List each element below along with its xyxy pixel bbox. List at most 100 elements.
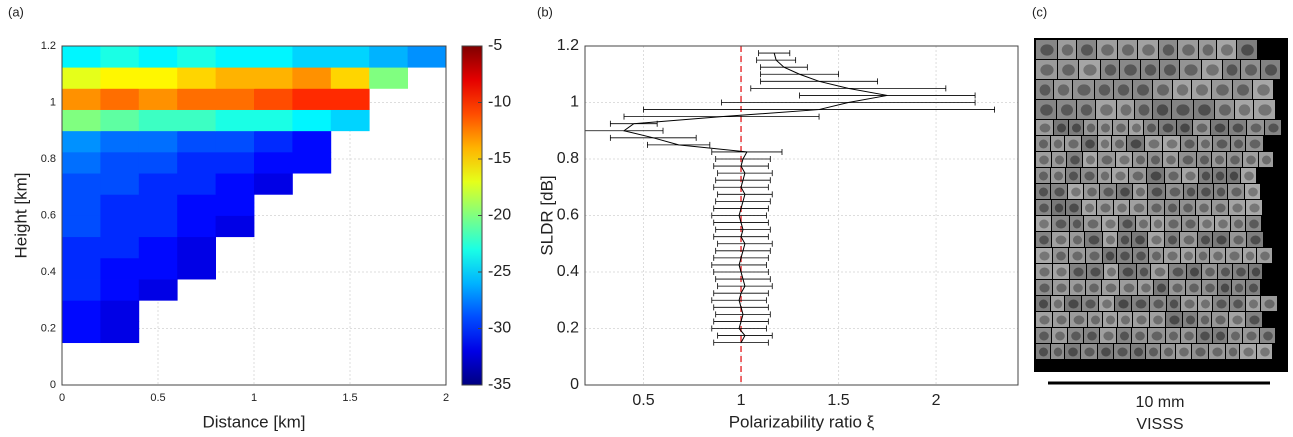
- particle: [1237, 84, 1249, 96]
- particle: [1234, 283, 1244, 293]
- particle: [1232, 315, 1243, 325]
- particle: [1268, 123, 1279, 133]
- particle: [1164, 64, 1176, 76]
- particle: [1221, 44, 1233, 56]
- particle: [1202, 44, 1214, 56]
- heatmap-cell: [62, 46, 101, 68]
- heatmap-cell: [138, 279, 178, 301]
- particle: [1215, 315, 1226, 325]
- particle: [1077, 84, 1091, 96]
- particle: [1162, 123, 1174, 133]
- particle: [1039, 331, 1049, 341]
- particle: [1201, 171, 1211, 181]
- heatmap-cell: [177, 173, 216, 195]
- heatmap-cell: [138, 215, 178, 238]
- particle: [1104, 64, 1117, 76]
- particle: [1169, 315, 1180, 325]
- particle: [1249, 315, 1260, 325]
- particle: [1105, 283, 1117, 293]
- particle: [1116, 123, 1126, 133]
- heatmap-cell: [62, 321, 101, 344]
- particle: [1073, 315, 1085, 325]
- particle: [1122, 267, 1134, 277]
- particle: [1233, 235, 1244, 245]
- particle: [1245, 64, 1257, 76]
- particle: [1068, 299, 1079, 309]
- heatmap-cell: [62, 109, 101, 132]
- particle: [1117, 84, 1130, 96]
- heatmap-cell: [177, 130, 216, 153]
- particle: [1216, 299, 1227, 309]
- particle: [1213, 251, 1223, 261]
- heatmap-cell: [215, 109, 255, 132]
- particle: [1216, 187, 1226, 197]
- particle: [1068, 139, 1079, 149]
- heatmap-cell: [100, 151, 140, 174]
- particle: [1176, 104, 1190, 116]
- particle: [1100, 104, 1113, 116]
- heatmap-cell: [62, 194, 101, 216]
- particle: [1201, 235, 1210, 245]
- heatmap-cell: [62, 88, 101, 110]
- particle: [1230, 155, 1240, 165]
- particle: [1118, 299, 1129, 309]
- particle: [1039, 84, 1051, 96]
- x-tick-label: 2: [932, 392, 941, 409]
- heatmap-cell: [62, 279, 101, 301]
- particle: [1133, 203, 1145, 213]
- heatmap-cell: [177, 257, 216, 280]
- heatmap-cell: [254, 109, 293, 132]
- particle: [1090, 267, 1101, 277]
- particle: [1106, 235, 1115, 245]
- particle: [1084, 347, 1095, 357]
- particle: [1053, 347, 1063, 357]
- heatmap-cell: [138, 194, 178, 216]
- particle: [1184, 299, 1195, 309]
- particle: [1151, 235, 1162, 245]
- particle: [1201, 299, 1210, 309]
- heatmap-cell: [62, 300, 101, 322]
- particle: [1056, 267, 1067, 277]
- particle: [1100, 139, 1110, 149]
- heatmap-cell: [100, 236, 140, 259]
- heatmap-cell: [100, 173, 140, 195]
- particle: [1153, 315, 1163, 325]
- particle: [1189, 283, 1199, 293]
- particle: [1144, 64, 1157, 76]
- heatmap-cell: [177, 109, 216, 132]
- heatmap-cell: [215, 173, 255, 195]
- error-bar: [758, 50, 791, 57]
- particle: [1179, 347, 1189, 357]
- heatmap-cell: [138, 88, 178, 110]
- particle: [1084, 171, 1095, 181]
- heatmap-cell: [100, 321, 140, 344]
- heatmap-cell: [254, 46, 293, 68]
- particle: [1185, 219, 1196, 229]
- particle: [1215, 203, 1226, 213]
- particle: [1184, 64, 1198, 76]
- y-tick-label: 0.2: [41, 322, 56, 334]
- particle: [1039, 315, 1050, 325]
- particle: [1056, 251, 1066, 261]
- particle: [1071, 331, 1081, 341]
- heatmap-cell: [100, 130, 140, 153]
- heatmap-cell: [292, 151, 332, 174]
- particle: [1157, 283, 1166, 293]
- particle: [1087, 187, 1097, 197]
- particle: [1168, 235, 1177, 245]
- particle: [1123, 283, 1135, 293]
- particle: [1056, 283, 1067, 293]
- particle: [1251, 267, 1261, 277]
- particle: [1053, 139, 1063, 149]
- particle: [1105, 251, 1115, 261]
- particle: [1216, 331, 1225, 341]
- heatmap-cell: [292, 130, 332, 153]
- particle: [1229, 251, 1240, 261]
- particle: [1200, 315, 1210, 325]
- particle: [1039, 251, 1050, 261]
- particle: [1057, 84, 1070, 96]
- heatmap-cell: [215, 151, 255, 174]
- particle: [1086, 155, 1095, 165]
- particle: [1214, 123, 1226, 133]
